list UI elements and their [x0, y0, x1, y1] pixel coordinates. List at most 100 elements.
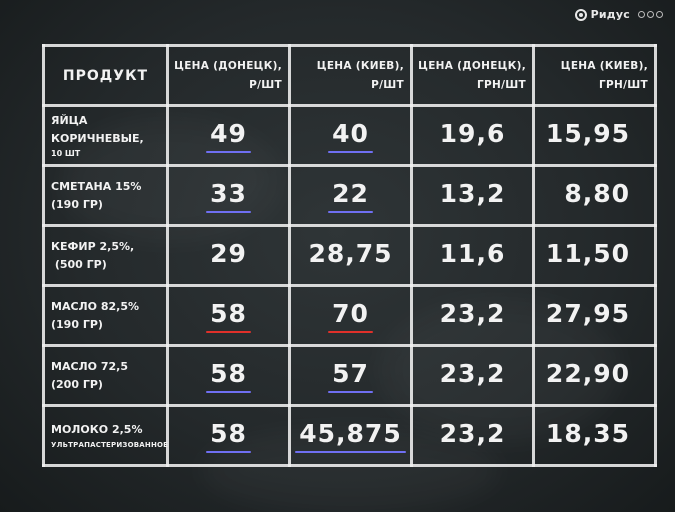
product-cell: КЕФИР 2,5%, (500 ГР): [42, 224, 169, 287]
price-value: 27,95: [545, 299, 630, 328]
price-cell: 57: [288, 344, 413, 407]
price-cell: 58: [166, 404, 291, 467]
price-text: 58: [210, 359, 247, 388]
price-comparison-table: ПРОДУКТ ЦЕНА (ДОНЕЦК), Р/ШТ ЦЕНА (КИЕВ),…: [42, 44, 657, 467]
price-cell: 22,90: [532, 344, 657, 407]
price-cell: 11,50: [532, 224, 657, 287]
product-cell: МАСЛО 72,5 (200 ГР): [42, 344, 169, 407]
product-line: ЯЙЦА: [51, 113, 88, 127]
dots-icon: [638, 11, 663, 18]
header-price-kiev-rub: ЦЕНА (КИЕВ), Р/ШТ: [288, 44, 413, 107]
header-product: ПРОДУКТ: [42, 44, 169, 107]
underline-mark: [328, 331, 373, 333]
product-line: МОЛОКО 2,5%: [51, 422, 143, 436]
price-cell: 23,2: [410, 344, 535, 407]
product-line: (500 ГР): [51, 257, 107, 271]
product-line: СМЕТАНА 15%: [51, 179, 142, 193]
header-line: Р/ШТ: [371, 78, 404, 91]
price-value: 23,2: [439, 359, 506, 388]
price-cell: 23,2: [410, 284, 535, 347]
table-header-row: ПРОДУКТ ЦЕНА (ДОНЕЦК), Р/ШТ ЦЕНА (КИЕВ),…: [42, 44, 657, 107]
price-value: 22,90: [545, 359, 630, 388]
price-text: 58: [210, 419, 247, 448]
price-value: 13,2: [439, 179, 506, 208]
product-cell: МОЛОКО 2,5% УЛЬТРАПАСТЕРИЗОВАННОЕ: [42, 404, 169, 467]
price-cell: 8,80: [532, 164, 657, 227]
price-cell: 19,6: [410, 104, 535, 167]
ridus-logo-icon: [574, 8, 587, 21]
price-value: 33: [206, 179, 251, 213]
price-cell: 29: [166, 224, 291, 287]
product-line: МАСЛО 72,5: [51, 359, 128, 373]
header-price-donetsk-uah: ЦЕНА (ДОНЕЦК), ГРН/ШТ: [410, 44, 535, 107]
product-line: (200 ГР): [51, 377, 103, 391]
price-value: 29: [210, 239, 247, 268]
price-text: 33: [210, 179, 247, 208]
price-value: 57: [328, 359, 373, 393]
underline-mark: [206, 211, 251, 213]
table-row: МАСЛО 82,5% (190 ГР) 58 70 23,2 27,95: [42, 284, 657, 347]
header-line: ЦЕНА (КИЕВ),: [560, 59, 648, 72]
underline-mark: [206, 151, 251, 153]
price-value: 45,875: [295, 419, 406, 453]
price-cell: 58: [166, 284, 291, 347]
price-value: 40: [328, 119, 373, 153]
price-cell: 27,95: [532, 284, 657, 347]
header-line: ГРН/ШТ: [599, 78, 648, 91]
price-value: 15,95: [545, 119, 630, 148]
product-line: УЛЬТРАПАСТЕРИЗОВАННОЕ: [51, 440, 169, 449]
price-cell: 49: [166, 104, 291, 167]
price-cell: 28,75: [288, 224, 413, 287]
header-line: Р/ШТ: [249, 78, 282, 91]
price-cell: 11,6: [410, 224, 535, 287]
watermark: Ридус: [574, 8, 663, 21]
product-line: (190 ГР): [51, 197, 103, 211]
price-text: 45,875: [299, 419, 402, 448]
price-cell: 13,2: [410, 164, 535, 227]
price-cell: 33: [166, 164, 291, 227]
price-cell: 22: [288, 164, 413, 227]
price-value: 23,2: [439, 299, 506, 328]
product-cell: СМЕТАНА 15% (190 ГР): [42, 164, 169, 227]
table-row: МОЛОКО 2,5% УЛЬТРАПАСТЕРИЗОВАННОЕ 58 45,…: [42, 404, 657, 467]
table-row: МАСЛО 72,5 (200 ГР) 58 57 23,2 22,90: [42, 344, 657, 407]
product-cell: ЯЙЦА КОРИЧНЕВЫЕ, 10 ШТ: [42, 104, 169, 167]
price-text: 57: [332, 359, 369, 388]
table-row: ЯЙЦА КОРИЧНЕВЫЕ, 10 ШТ 49 40 19,6 15,95: [42, 104, 657, 167]
watermark-text: Ридус: [590, 8, 630, 21]
product-line: КОРИЧНЕВЫЕ,: [51, 131, 144, 145]
header-line: ЦЕНА (КИЕВ),: [316, 59, 404, 72]
underline-mark: [206, 451, 251, 453]
table-row: СМЕТАНА 15% (190 ГР) 33 22 13,2 8,80: [42, 164, 657, 227]
price-cell: 40: [288, 104, 413, 167]
price-text: 22: [332, 179, 369, 208]
header-line: ЦЕНА (ДОНЕЦК),: [174, 59, 282, 72]
underline-mark: [206, 391, 251, 393]
price-cell: 15,95: [532, 104, 657, 167]
price-value: 11,6: [439, 239, 506, 268]
product-line: 10 ШТ: [51, 148, 81, 158]
price-cell: 18,35: [532, 404, 657, 467]
price-value: 28,75: [308, 239, 393, 268]
product-line: МАСЛО 82,5%: [51, 299, 140, 313]
price-cell: 23,2: [410, 404, 535, 467]
underline-mark: [206, 331, 251, 333]
price-value: 49: [206, 119, 251, 153]
price-value: 19,6: [439, 119, 506, 148]
price-cell: 70: [288, 284, 413, 347]
header-line: ЦЕНА (ДОНЕЦК),: [418, 59, 526, 72]
price-text: 49: [210, 119, 247, 148]
table-row: КЕФИР 2,5%, (500 ГР) 29 28,75 11,6 11,50: [42, 224, 657, 287]
header-line: ГРН/ШТ: [477, 78, 526, 91]
price-value: 58: [206, 299, 251, 333]
header-price-donetsk-rub: ЦЕНА (ДОНЕЦК), Р/ШТ: [166, 44, 291, 107]
price-value: 58: [206, 359, 251, 393]
price-value: 8,80: [564, 179, 630, 208]
price-value: 22: [328, 179, 373, 213]
price-value: 58: [206, 419, 251, 453]
price-text: 70: [332, 299, 369, 328]
price-value: 23,2: [439, 419, 506, 448]
underline-mark: [328, 391, 373, 393]
price-value: 70: [328, 299, 373, 333]
underline-mark: [328, 211, 373, 213]
